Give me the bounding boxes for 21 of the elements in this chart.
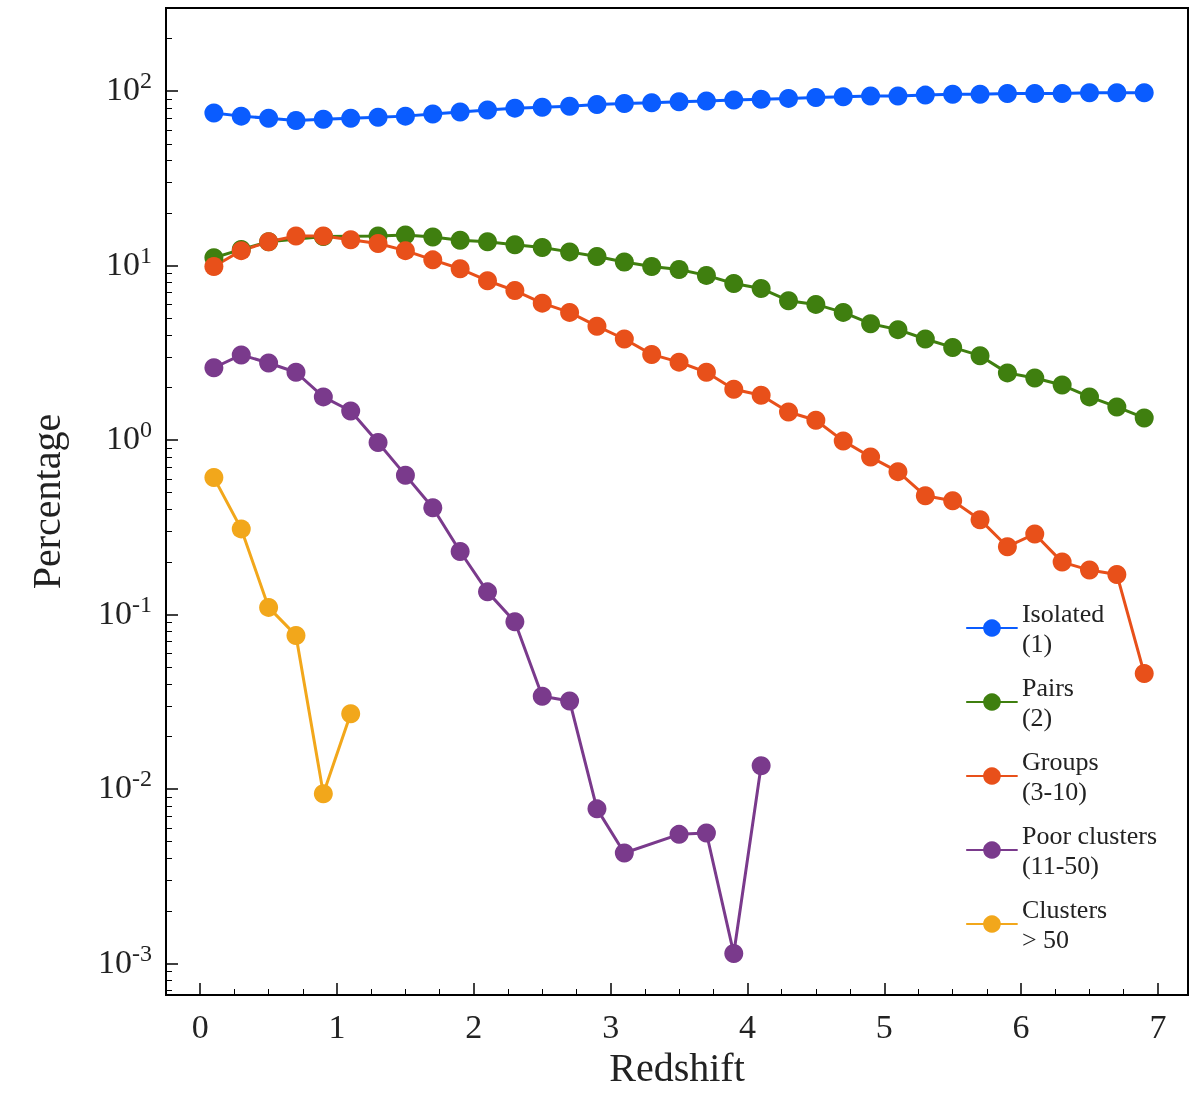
x-tick-label: 4 bbox=[738, 1007, 756, 1045]
y-tick-label: 10$^{1}$ bbox=[106, 241, 152, 282]
legend-label: Isolated (1) bbox=[1021, 598, 1105, 658]
y-axis-title: Percentage bbox=[23, 413, 69, 590]
x-axis-title: Redshift bbox=[609, 1045, 745, 1091]
y-tick-label: 10$^{-2}$ bbox=[98, 765, 152, 806]
x-tick-label: 2 bbox=[465, 1007, 483, 1045]
x-tick-label: 6 bbox=[1012, 1007, 1030, 1045]
x-tick-label: 3 bbox=[602, 1007, 620, 1045]
x-tick-label: 1 bbox=[328, 1007, 346, 1045]
x-tick-label: 0 bbox=[191, 1007, 209, 1045]
x-tick-label: 5 bbox=[875, 1007, 893, 1045]
y-tick-label: 10$^{-3}$ bbox=[98, 939, 152, 980]
y-tick-label: 10$^{-1}$ bbox=[98, 590, 152, 631]
legend-label: Clusters > 50 bbox=[1021, 894, 1108, 954]
y-tick-label: 10$^{2}$ bbox=[106, 67, 152, 108]
x-tick-label: 7 bbox=[1149, 1007, 1167, 1045]
legend-label: Poor clusters (11-50) bbox=[1021, 820, 1158, 880]
legend-label: Groups (3-10) bbox=[1021, 746, 1099, 806]
y-tick-label: 10$^{0}$ bbox=[106, 416, 152, 457]
legend-label: Pairs (2) bbox=[1021, 672, 1074, 732]
